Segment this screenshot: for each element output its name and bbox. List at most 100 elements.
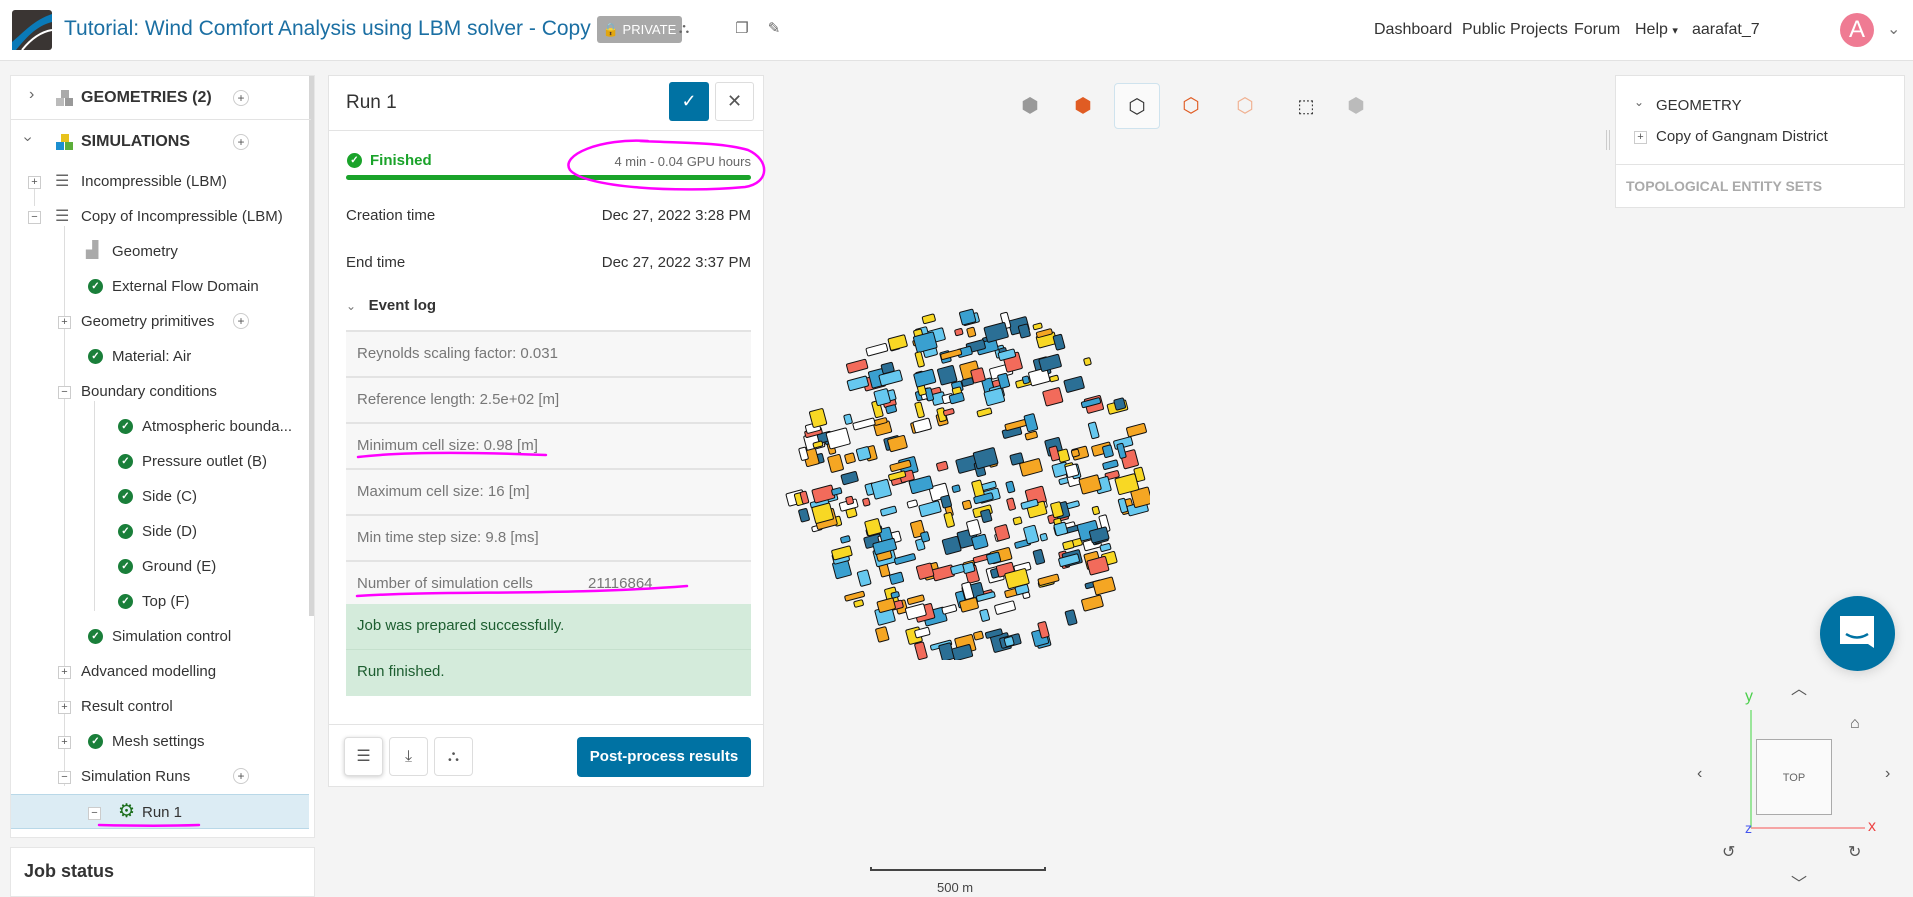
tree-item[interactable]: + ✓ Mesh settings [11, 724, 309, 759]
chevron-down-icon[interactable]: ⌄ [1887, 21, 1901, 38]
tree-item[interactable]: ✓ Material: Air [11, 339, 309, 374]
expand-toggle[interactable]: + [58, 316, 71, 329]
rotate-right-icon[interactable]: › [1885, 765, 1891, 782]
wireframe-cube-icon[interactable]: ⬡ [1182, 95, 1200, 117]
check-icon: ✓ [88, 349, 103, 364]
download-icon[interactable]: ⤓ [389, 737, 428, 776]
building [846, 375, 869, 392]
nav-dashboard[interactable]: Dashboard [1374, 21, 1453, 38]
expand-toggle[interactable]: + [58, 736, 71, 749]
tree-item[interactable]: + Result control [11, 689, 309, 724]
confirm-button[interactable]: ✓ [669, 82, 709, 121]
expand-toggle[interactable]: − [28, 211, 41, 224]
copy-icon[interactable]: ❐ [735, 20, 749, 37]
roll-right-icon[interactable]: ↻ [1848, 844, 1862, 861]
nav-forum[interactable]: Forum [1574, 21, 1621, 38]
nav-help[interactable]: Help ▾ [1635, 21, 1678, 39]
tree-item[interactable]: ✓ Side (C) [11, 479, 309, 514]
close-button[interactable]: ✕ [715, 82, 754, 121]
building [844, 590, 865, 602]
building [894, 553, 916, 565]
building [973, 630, 984, 641]
tree-item[interactable]: ✓ Atmospheric bounda... [11, 409, 309, 444]
section-geometries[interactable]: › GEOMETRIES (2) + [11, 76, 311, 120]
x-axis-label: x [1868, 818, 1876, 835]
expand-toggle[interactable]: + [28, 176, 41, 189]
building [966, 519, 982, 537]
tree-item[interactable]: + Geometry primitives + [11, 304, 309, 339]
add-button[interactable]: + [233, 768, 249, 784]
expand-toggle[interactable]: + [58, 666, 71, 679]
list-icon[interactable]: ☰ [344, 737, 383, 776]
end-time-row: End time Dec 27, 2022 3:37 PM [346, 254, 751, 271]
city-geometry-view[interactable] [770, 300, 1150, 660]
post-process-button[interactable]: Post-process results [577, 737, 751, 777]
rotate-up-icon[interactable]: ︿ [1791, 681, 1808, 698]
simscale-logo[interactable] [12, 10, 52, 50]
avatar[interactable]: A [1840, 13, 1874, 47]
geometry-item[interactable]: Copy of Gangnam District [1656, 128, 1828, 145]
expand-toggle[interactable]: − [58, 386, 71, 399]
tree-item[interactable]: − Boundary conditions [11, 374, 309, 409]
building [983, 387, 1006, 406]
building [941, 604, 958, 615]
expand-toggle[interactable]: + [1634, 131, 1647, 144]
tree-item[interactable]: − ⚙ Run 1 [11, 794, 309, 829]
roll-left-icon[interactable]: ↺ [1722, 844, 1736, 861]
chevron-down-icon[interactable]: › [19, 136, 37, 142]
tree-item[interactable]: ✓ Side (D) [11, 514, 309, 549]
share-icon[interactable]: ⛬ [434, 737, 473, 776]
tree-item[interactable]: − ☰ Copy of Incompressible (LBM) [11, 199, 309, 234]
add-button[interactable]: + [233, 313, 249, 329]
chevron-right-icon[interactable]: › [29, 86, 35, 103]
home-icon[interactable]: ⌂ [1850, 715, 1860, 732]
tree-item[interactable]: ✓ Top (F) [11, 584, 309, 619]
run-panel: Run 1 ✓ ✕ ✓ Finished 4 min - 0.04 GPU ho… [328, 75, 764, 787]
tree-item[interactable]: ✓ External Flow Domain [11, 269, 309, 304]
rotate-left-icon[interactable]: ‹ [1697, 765, 1703, 782]
section-simulations[interactable]: › SIMULATIONS + [11, 120, 311, 164]
tree-item[interactable]: ✓ Pressure outlet (B) [11, 444, 309, 479]
add-geometry-button[interactable]: + [233, 90, 249, 106]
tree-item[interactable]: ✓ Simulation control [11, 619, 309, 654]
tree-item[interactable]: ✓ Ground (E) [11, 549, 309, 584]
status-text: Finished [370, 152, 432, 169]
nav-public-projects[interactable]: Public Projects [1462, 21, 1568, 38]
add-simulation-button[interactable]: + [233, 134, 249, 150]
tree-item[interactable]: + ☰ Incompressible (LBM) [11, 164, 309, 199]
box-select-icon[interactable]: ⬚ [1297, 96, 1315, 116]
transparent-cube-icon[interactable]: ⬡ [1236, 95, 1254, 117]
building [864, 518, 883, 537]
username[interactable]: aarafat_7 [1692, 21, 1760, 38]
sidebar-scrollbar[interactable] [309, 76, 314, 616]
top-header: Tutorial: Wind Comfort Analysis using LB… [0, 0, 1913, 61]
shading-cube-icon[interactable]: ⬢ [1021, 95, 1039, 117]
panel-resize-handle[interactable] [1606, 130, 1610, 150]
share-icon[interactable]: ⛬ [678, 20, 690, 37]
geometry-heading: GEOMETRY [1656, 97, 1742, 114]
tree-item[interactable]: − Simulation Runs + [11, 759, 309, 794]
topological-entity-sets[interactable]: TOPOLOGICAL ENTITY SETS [1626, 178, 1823, 194]
view-cube-top[interactable]: TOP [1756, 739, 1832, 815]
event-log-toggle[interactable]: ⌄ Event log [346, 297, 751, 314]
chevron-down-icon: ▾ [1672, 25, 1678, 37]
log-entry-cells: Number of simulation cells 21116864 [346, 560, 751, 606]
expand-toggle[interactable]: − [58, 771, 71, 784]
mesh-cube-icon[interactable]: ⬢ [1347, 95, 1365, 117]
building [852, 417, 876, 431]
solid-edges-cube-icon[interactable]: ⬡ [1114, 83, 1160, 129]
scale-label: 500 m [937, 880, 974, 895]
expand-toggle[interactable]: − [88, 807, 101, 820]
building [865, 343, 889, 357]
rotate-down-icon[interactable]: ﹀ [1791, 876, 1808, 893]
tree-item[interactable]: + Advanced modelling [11, 654, 309, 689]
chat-button[interactable] [1820, 596, 1895, 671]
tree-item[interactable]: ▟ Geometry [11, 234, 309, 269]
building [889, 459, 912, 472]
expand-toggle[interactable]: + [58, 701, 71, 714]
building [921, 313, 936, 325]
chevron-down-icon[interactable]: ⌄ [1634, 95, 1645, 109]
building [943, 512, 955, 528]
solid-cube-icon[interactable]: ⬢ [1074, 95, 1092, 117]
edit-icon[interactable]: ✎ [767, 20, 781, 37]
